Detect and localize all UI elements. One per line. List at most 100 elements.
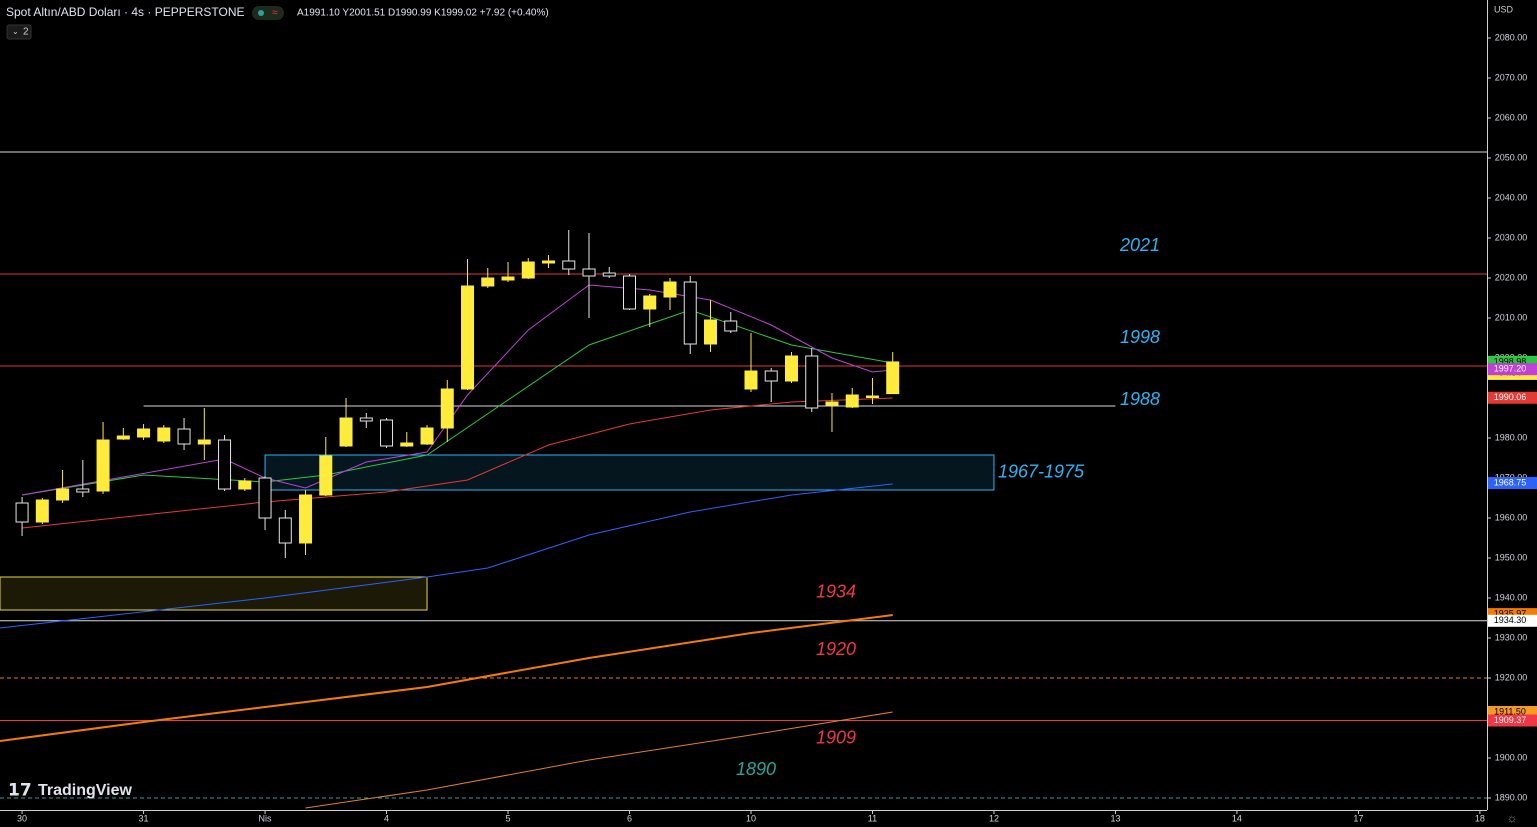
currency-label[interactable]: USD: [1494, 4, 1514, 14]
x-tick-label: 4: [384, 813, 389, 823]
watermark-icon: 𝟭𝟳: [8, 780, 32, 799]
x-tick-label: 17: [1353, 813, 1363, 823]
indicator-count: 2: [23, 27, 29, 38]
y-tick-label: 2040.00: [1495, 192, 1528, 202]
price-tag-label: 1911.50: [1494, 706, 1526, 716]
status-icon: ≈: [272, 8, 278, 19]
candle-body: [744, 370, 758, 390]
plot-area: 1967-1975 2021 1998 1988 1934 1920 1909 1890: [0, 151, 1487, 809]
level-label: 1909: [816, 727, 856, 747]
y-tick-label: 2070.00: [1495, 72, 1528, 82]
moving-average: [0, 483, 893, 629]
candle-body: [643, 295, 657, 310]
candle-body: [339, 417, 353, 447]
x-tick-label: 13: [1110, 813, 1120, 823]
moving-average: [22, 309, 893, 496]
watermark: TradingView: [38, 782, 133, 799]
y-tick-label: 2080.00: [1495, 32, 1528, 42]
candle-body: [258, 477, 272, 519]
candle-body: [177, 428, 191, 445]
candle-body: [663, 281, 677, 298]
candle-body: [703, 319, 717, 345]
level-label: 1998: [1120, 327, 1160, 347]
y-tick-label: 1950.00: [1495, 552, 1528, 562]
candle-body: [886, 361, 900, 395]
y-tick-label: 1920.00: [1495, 672, 1528, 682]
candle-body: [461, 285, 475, 390]
x-tick-label: Nis: [259, 813, 272, 823]
price-tag-label: 1934.30: [1494, 615, 1527, 625]
candle-body: [197, 439, 211, 445]
candle-body: [278, 517, 292, 544]
moving-average: [22, 397, 893, 529]
candle-body: [116, 435, 130, 440]
candle-body: [420, 427, 434, 445]
price-tag: [1488, 477, 1537, 489]
level-label: 1920: [816, 639, 856, 659]
price-tag-label: 1909.37: [1494, 715, 1527, 725]
candle-body: [683, 281, 697, 345]
candle-body: [56, 488, 70, 501]
y-tick-label: 1940.00: [1495, 592, 1528, 602]
candle-body: [825, 401, 839, 406]
candle-body: [157, 427, 171, 442]
candle-body: [238, 480, 252, 490]
candle-body: [299, 494, 313, 544]
candle-body: [805, 355, 819, 409]
x-tick-label: 18: [1475, 813, 1485, 823]
moving-average: [0, 614, 893, 742]
x-tick-label: 11: [868, 813, 877, 823]
candle-body: [218, 439, 232, 490]
y-tick-label: 2020.00: [1495, 272, 1528, 282]
x-tick-label: 6: [627, 813, 632, 823]
candle-body: [96, 439, 110, 492]
x-tick-label: 31: [139, 813, 149, 823]
candle-body: [380, 419, 394, 447]
candle-body: [319, 455, 333, 496]
ohlc-readout: A1991.10 Y2001.51 D1990.99 K1999.02 +7.9…: [297, 8, 549, 19]
candle-body: [15, 502, 29, 523]
indicator-toggle[interactable]: [6, 24, 32, 40]
zone: [264, 454, 995, 491]
level-label: 2021: [1119, 235, 1160, 255]
price-tag-label: 1997.20: [1494, 364, 1527, 374]
price-tag: [1488, 614, 1537, 627]
moving-average: [22, 284, 893, 496]
price-tag-label: 1968.75: [1494, 477, 1527, 487]
price-tag-label: 1990.06: [1494, 392, 1527, 402]
zone: [0, 576, 428, 611]
settings-icon[interactable]: ☼: [1507, 811, 1518, 825]
level-label: 1890: [736, 759, 776, 779]
candle-body: [784, 355, 798, 382]
candle-body: [501, 276, 515, 281]
price-tag: [1488, 391, 1537, 404]
y-tick-label: 1890.00: [1495, 792, 1528, 802]
candle-body: [562, 260, 576, 270]
y-tick-label: 1980.00: [1495, 432, 1528, 442]
candle-body: [440, 388, 454, 429]
price-axis: [1487, 0, 1537, 827]
y-tick-label: 2030.00: [1495, 232, 1528, 242]
price-tag: [1488, 363, 1537, 376]
candle-body: [764, 370, 778, 382]
candle-body: [76, 488, 90, 493]
candle-body: [724, 320, 738, 332]
candle-body: [35, 499, 49, 523]
level-label: 1988: [1120, 389, 1160, 409]
y-tick-label: 1930.00: [1495, 632, 1528, 642]
price-tag-label: 1935.97: [1494, 608, 1527, 618]
x-tick-label: 14: [1232, 813, 1242, 823]
candle-body: [602, 272, 616, 277]
candle-body: [865, 395, 879, 398]
x-tick-label: 5: [506, 813, 511, 823]
y-tick-label: 1960.00: [1495, 512, 1528, 522]
moving-average: [305, 711, 893, 809]
y-tick-label: 2050.00: [1495, 152, 1528, 162]
status-badge: [252, 6, 284, 20]
chevron: ⌄: [12, 27, 19, 36]
candle-body: [845, 394, 859, 408]
candle-body: [521, 261, 535, 279]
candle-body: [623, 275, 637, 310]
